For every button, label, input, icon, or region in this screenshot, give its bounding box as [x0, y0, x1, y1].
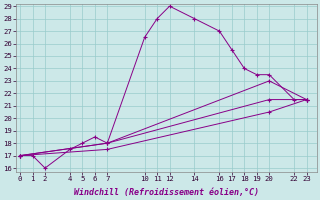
X-axis label: Windchill (Refroidissement éolien,°C): Windchill (Refroidissement éolien,°C) — [74, 188, 259, 197]
